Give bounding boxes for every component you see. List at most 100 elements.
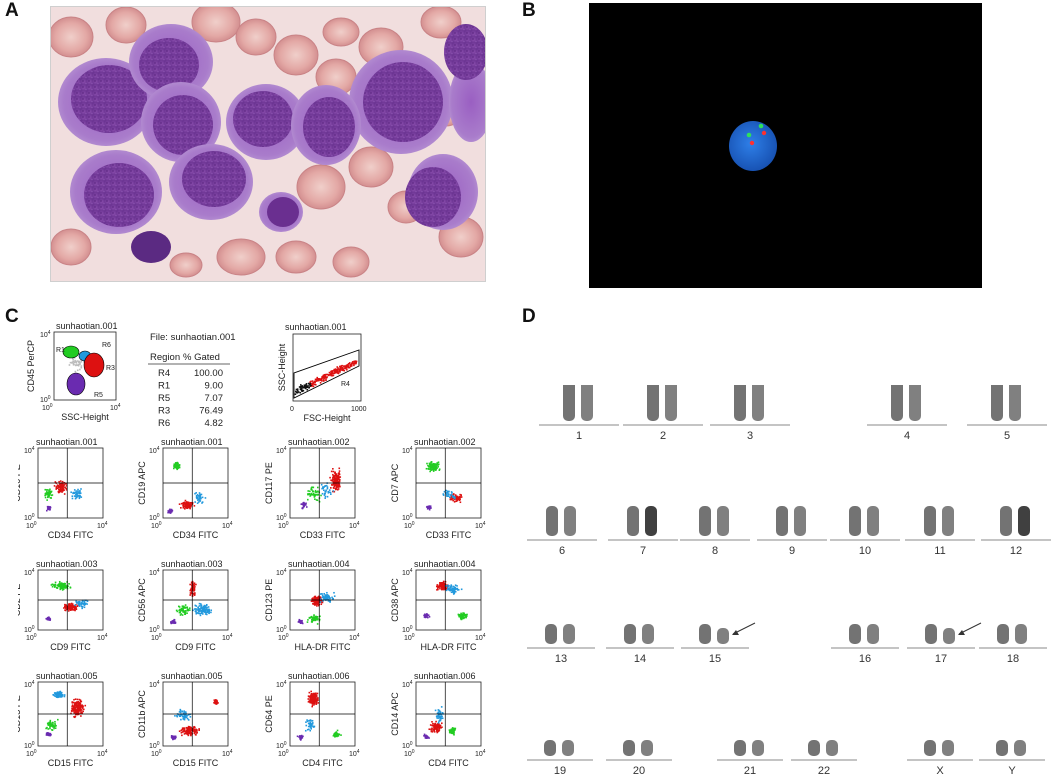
flow-event-dot [313, 696, 315, 699]
flow-event-dot [316, 600, 319, 603]
flow-event-dot [455, 495, 458, 498]
flow-event-dot [430, 507, 432, 509]
flow-event-dot [182, 505, 184, 507]
flow-event-dot [187, 731, 190, 734]
flow-event-dot [433, 725, 435, 727]
chromosome [699, 506, 711, 536]
flow-event-dot [439, 585, 442, 588]
y-axis-label: CD123 PE [264, 579, 274, 622]
tick-label-high: 104 [475, 633, 486, 642]
flow-event-dot [185, 716, 188, 719]
flow-event-dot [308, 382, 310, 385]
flow-event-dot [52, 693, 55, 696]
flow-event-dot [456, 495, 459, 498]
tick-exponent: 0 [412, 633, 415, 639]
flow-event-dot [464, 613, 466, 616]
flow-event-dot [180, 718, 182, 721]
flow-event-dot [56, 485, 58, 488]
flow-event-dot [175, 465, 178, 468]
flow-event-dot [201, 496, 204, 499]
flow-event-dot [72, 701, 75, 704]
y-axis-label: SSC-Height [277, 343, 287, 391]
flow-event-dot [431, 731, 434, 733]
flow-event-dot [180, 502, 183, 505]
flow-event-dot [334, 368, 337, 370]
flow-event-dot [302, 503, 304, 506]
flow-event-dot [428, 508, 431, 511]
flow-event-dot [333, 490, 336, 493]
flow-event-dot [180, 607, 183, 610]
tick-exponent: 0 [48, 395, 51, 401]
flow-event-dot [183, 714, 186, 717]
flow-event-dot [189, 589, 191, 592]
flow-event-dot [193, 589, 196, 592]
chromosome-number: 7 [640, 545, 646, 557]
abnormality-arrowhead [732, 630, 739, 635]
flow-event-dot [298, 619, 301, 621]
flow-event-dot [196, 497, 198, 500]
flow-event-dot [317, 702, 320, 704]
flow-event-dot [322, 486, 324, 488]
flow-event-dot [57, 693, 59, 696]
flow-event-dot [60, 693, 63, 695]
flow-event-dot [338, 467, 341, 470]
flow-event-dot [309, 699, 311, 702]
flow-event-dot [47, 489, 49, 491]
flow-event-dot [437, 461, 440, 464]
flow-event-dot [200, 606, 203, 608]
chromosome [544, 740, 556, 756]
flow-event-dot [49, 488, 51, 491]
flow-event-dot [332, 476, 335, 479]
flow-event-dot [435, 723, 437, 726]
flow-event-dot [437, 711, 440, 714]
flow-event-dot [51, 729, 54, 731]
flow-event-dot [184, 714, 187, 717]
flow-event-dot [184, 607, 186, 609]
flow-event-dot [75, 704, 78, 707]
flow-event-dot [335, 369, 338, 371]
tick-label-high: 104 [402, 680, 413, 689]
tick-exponent: 4 [284, 568, 287, 574]
tick-label-low: 100 [149, 625, 160, 634]
chromosome [997, 624, 1009, 644]
flow-event-dot [449, 498, 452, 501]
flow-event-dot [74, 710, 76, 713]
flow-event-dot [297, 391, 300, 393]
flow-event-dot [188, 727, 191, 730]
tick-label-low: 100 [402, 741, 413, 750]
stats-file-name: File: sunhaotian.001 [150, 332, 236, 343]
flow-event-dot [46, 493, 49, 495]
flow-event-dot [198, 499, 201, 501]
flow-event-dot [81, 712, 84, 715]
flow-event-dot [204, 613, 207, 615]
flow-event-dot [311, 719, 314, 722]
flow-event-dot [75, 702, 77, 705]
flow-event-dot [202, 605, 205, 608]
flow-event-dot [184, 711, 187, 713]
flow-event-dot [432, 728, 435, 731]
flow-event-dot [196, 612, 198, 614]
flow-event-dot [75, 496, 78, 499]
flow-event-dot [436, 584, 439, 586]
chromosome [867, 624, 879, 644]
flow-event-dot [311, 384, 314, 387]
flow-event-dot [182, 608, 184, 611]
flow-event-dot [315, 599, 318, 602]
flow-event-dot [314, 701, 316, 704]
flow-event-dot [299, 737, 302, 740]
flow-event-dot [70, 602, 73, 605]
flow-event-dot [312, 692, 315, 695]
flow-event-dot [329, 600, 332, 602]
tick-exponent: 0 [284, 513, 287, 519]
flow-event-dot [83, 606, 86, 609]
flow-event-dot [313, 496, 316, 498]
flow-event-dot [300, 620, 303, 623]
chromosome [581, 377, 593, 421]
chromosome-number: 4 [904, 430, 910, 442]
flow-event-dot [59, 586, 62, 589]
flow-event-dot [430, 730, 433, 733]
flow-event-dot [47, 732, 50, 734]
flow-event-dot [428, 468, 431, 470]
